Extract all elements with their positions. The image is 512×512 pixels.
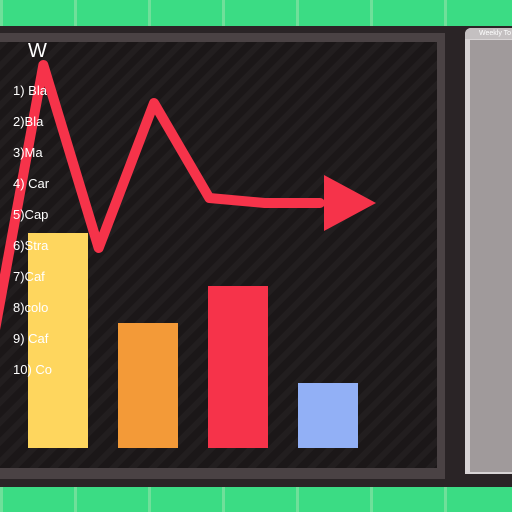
floor-tiles-bottom xyxy=(0,487,512,512)
chart-bar xyxy=(118,323,178,448)
tile xyxy=(299,0,370,26)
sales-chart xyxy=(0,60,376,448)
menu-board-item: 3)Ma xyxy=(13,145,43,160)
menu-board-item: 8)colo xyxy=(13,300,49,315)
chart-bar xyxy=(208,286,268,448)
menu-board-title: W xyxy=(28,40,47,62)
tile xyxy=(77,487,148,512)
trend-arrow-head xyxy=(324,175,376,231)
menu-board-inner xyxy=(470,40,512,472)
tile xyxy=(447,487,512,512)
tile xyxy=(373,0,444,26)
tile xyxy=(447,0,512,26)
tile xyxy=(299,487,370,512)
tile xyxy=(373,487,444,512)
menu-board-item: 7)Caf xyxy=(13,269,45,284)
menu-board-list: 1) Bla 2)Bla 3)Ma 4) Car 5)Cap 6)Stra 7)Caf 8)c… xyxy=(13,75,52,385)
menu-board-item: 10) Co xyxy=(13,362,53,377)
menu-board-item: 4) Car xyxy=(13,176,50,191)
floor-tiles-top xyxy=(0,0,512,26)
tile xyxy=(3,0,74,26)
menu-board: Weekly To xyxy=(465,28,512,474)
tile xyxy=(225,487,296,512)
tile xyxy=(77,0,148,26)
tile xyxy=(151,487,222,512)
tile xyxy=(3,487,74,512)
menu-board-item: 2)Bla xyxy=(13,114,44,129)
menu-board-item: 9) Caf xyxy=(13,331,49,346)
menu-board-item: 1) Bla xyxy=(13,83,47,98)
menu-board-item: 5)Cap xyxy=(13,207,49,222)
chart-bar xyxy=(28,233,88,448)
trend-line xyxy=(0,60,325,331)
menu-board-tab: Weekly To xyxy=(465,28,512,39)
tile xyxy=(225,0,296,26)
tile xyxy=(151,0,222,26)
menu-board-item: 6)Stra xyxy=(13,238,49,253)
chart-bar xyxy=(298,383,358,448)
